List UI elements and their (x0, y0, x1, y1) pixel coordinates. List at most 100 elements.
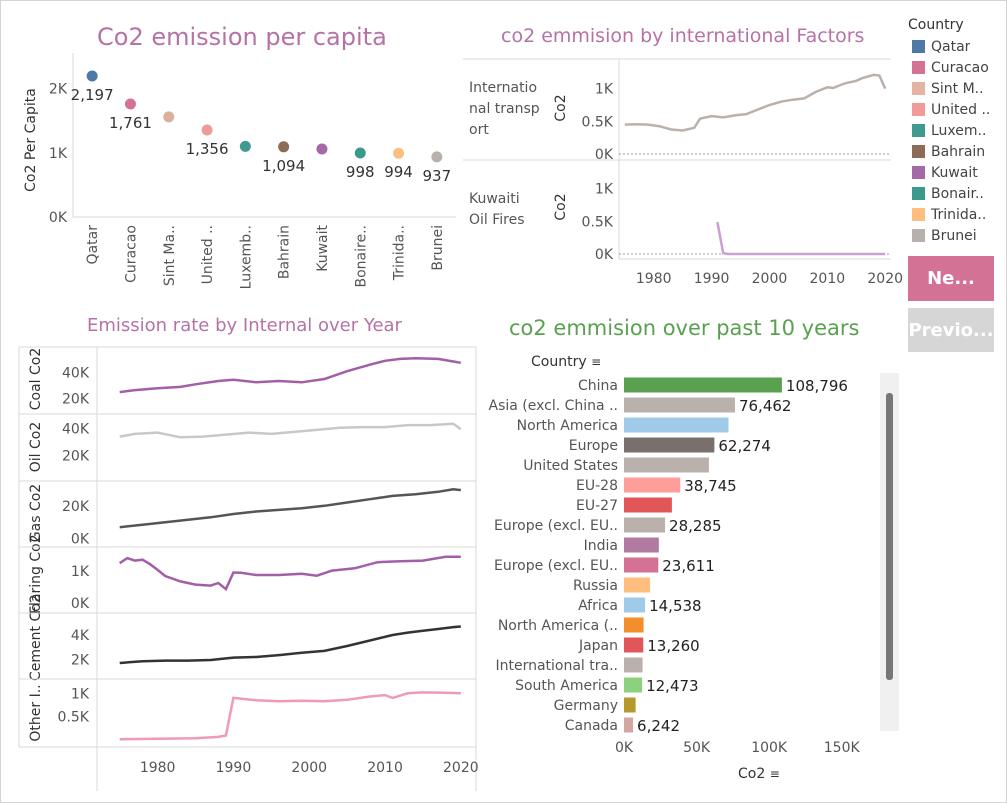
y-tick-label: 20K (62, 449, 90, 465)
y-tick-label: 1K (71, 686, 90, 702)
legend-swatch (912, 103, 925, 116)
data-point (86, 70, 98, 82)
series-line (624, 73, 887, 132)
series-line (119, 555, 461, 592)
sort-icon[interactable]: ≡ (591, 355, 602, 369)
bar-chart-scrollbar-track[interactable] (880, 373, 899, 731)
next-button[interactable]: Ne... (908, 256, 994, 301)
category-label: Japan (578, 638, 618, 654)
bar (624, 437, 715, 453)
x-tick-label: 2000 (752, 271, 788, 287)
bar-chart-category-header[interactable]: Country ≡ (531, 354, 601, 370)
bar (624, 717, 634, 733)
data-point (393, 147, 405, 159)
legend-swatch (912, 166, 925, 179)
previous-button[interactable]: Previo... (908, 308, 994, 352)
legend-label: Sint M.. (931, 80, 984, 97)
legend-swatch (912, 229, 925, 242)
bar (624, 657, 643, 673)
data-label: 13,260 (647, 637, 700, 655)
data-label: 998 (346, 163, 375, 181)
legend-label: Luxem.. (931, 122, 987, 139)
data-label: 937 (423, 167, 452, 185)
legend-item[interactable]: United .. (906, 99, 1002, 120)
data-label: 23,611 (662, 557, 715, 575)
y-tick-label: 2K (49, 82, 68, 98)
data-label: 14,538 (649, 597, 702, 615)
bar (624, 377, 782, 393)
legend-item[interactable]: Curacao (906, 57, 1002, 78)
y-tick-label: 4K (71, 628, 90, 644)
bar (624, 537, 659, 553)
country-legend: Country Qatar Curacao Sint M.. United .. Lux… (906, 17, 1002, 246)
x-tick-label: Bahrain (277, 225, 293, 279)
y-tick-label: 1K (595, 182, 614, 198)
legend-swatch (912, 124, 925, 137)
x-tick-label: Sint Ma.. (162, 225, 178, 286)
legend-item[interactable]: Brunei (906, 225, 1002, 246)
legend-item[interactable]: Qatar (906, 36, 1002, 57)
x-tick-label: 150K (824, 740, 861, 756)
category-label: Canada (565, 718, 618, 734)
category-label: Europe (569, 438, 618, 454)
legend-item[interactable]: Trinida.. (906, 204, 1002, 225)
data-label: 38,745 (684, 477, 737, 495)
data-point (278, 141, 290, 153)
series-line (119, 488, 461, 529)
data-point (201, 124, 213, 136)
x-axis-title-label: Co2 (738, 766, 766, 782)
y-tick-label: 0K (71, 532, 90, 548)
y-tick-label: 0K (49, 210, 68, 226)
bar (624, 417, 729, 433)
x-tick-label: 2020 (867, 271, 903, 287)
international-chart-title: co2 emmision by international Factors (501, 25, 865, 47)
x-tick-label: 2000 (291, 760, 327, 776)
bar (624, 677, 643, 693)
category-label: Europe (excl. EU.. (494, 558, 618, 574)
category-header-label: Country (531, 354, 587, 370)
bar (624, 457, 709, 473)
x-tick-label: 1980 (636, 271, 672, 287)
legend-label: Brunei (931, 227, 977, 244)
data-label: 994 (384, 163, 413, 181)
legend-swatch (912, 187, 925, 200)
bar-chart-scrollbar-thumb[interactable] (886, 393, 893, 680)
data-label: 76,462 (739, 397, 792, 415)
category-label: Asia (excl. China .. (489, 398, 619, 414)
legend-item[interactable]: Sint M.. (906, 78, 1002, 99)
data-label: 12,473 (646, 677, 699, 695)
legend-item[interactable]: Kuwait (906, 162, 1002, 183)
legend-item[interactable]: Bahrain (906, 141, 1002, 162)
data-label: 1,094 (262, 157, 305, 175)
ten-year-chart-title: co2 emmision over past 10 years (509, 316, 860, 340)
category-label: Russia (573, 578, 618, 594)
legend-swatch (912, 208, 925, 221)
data-label: 108,796 (786, 377, 848, 395)
y-tick-label: 40K (62, 366, 90, 382)
x-tick-label: United .. (200, 225, 216, 284)
legend-label: Curacao (931, 59, 989, 76)
y-tick-label: 1K (71, 564, 90, 580)
data-point (239, 140, 251, 152)
legend-label: Trinida.. (931, 206, 987, 223)
y-tick-label: 0K (595, 247, 614, 263)
bar-chart-x-axis-title[interactable]: Co2 ≡ (738, 766, 780, 782)
series-line (119, 422, 462, 439)
bar (624, 697, 636, 713)
data-label: 2,197 (71, 86, 114, 104)
x-tick-label: 1990 (216, 760, 252, 776)
legend-item[interactable]: Bonair.. (906, 183, 1002, 204)
legend-item[interactable]: Luxem.. (906, 120, 1002, 141)
sort-icon[interactable]: ≡ (769, 767, 780, 781)
category-label: EU-28 (576, 478, 618, 494)
x-tick-label: 100K (751, 740, 788, 756)
x-tick-label: Kuwait (315, 224, 331, 271)
x-tick-label: 2020 (443, 760, 479, 776)
legend-title: Country (908, 17, 964, 33)
y-tick-label: 0.5K (582, 114, 614, 130)
x-tick-label: Curacao (123, 225, 139, 283)
y-tick-label: 20K (62, 499, 90, 515)
y-tick-label: 0.5K (582, 214, 614, 230)
x-tick-label: Trinida.. (392, 225, 408, 281)
